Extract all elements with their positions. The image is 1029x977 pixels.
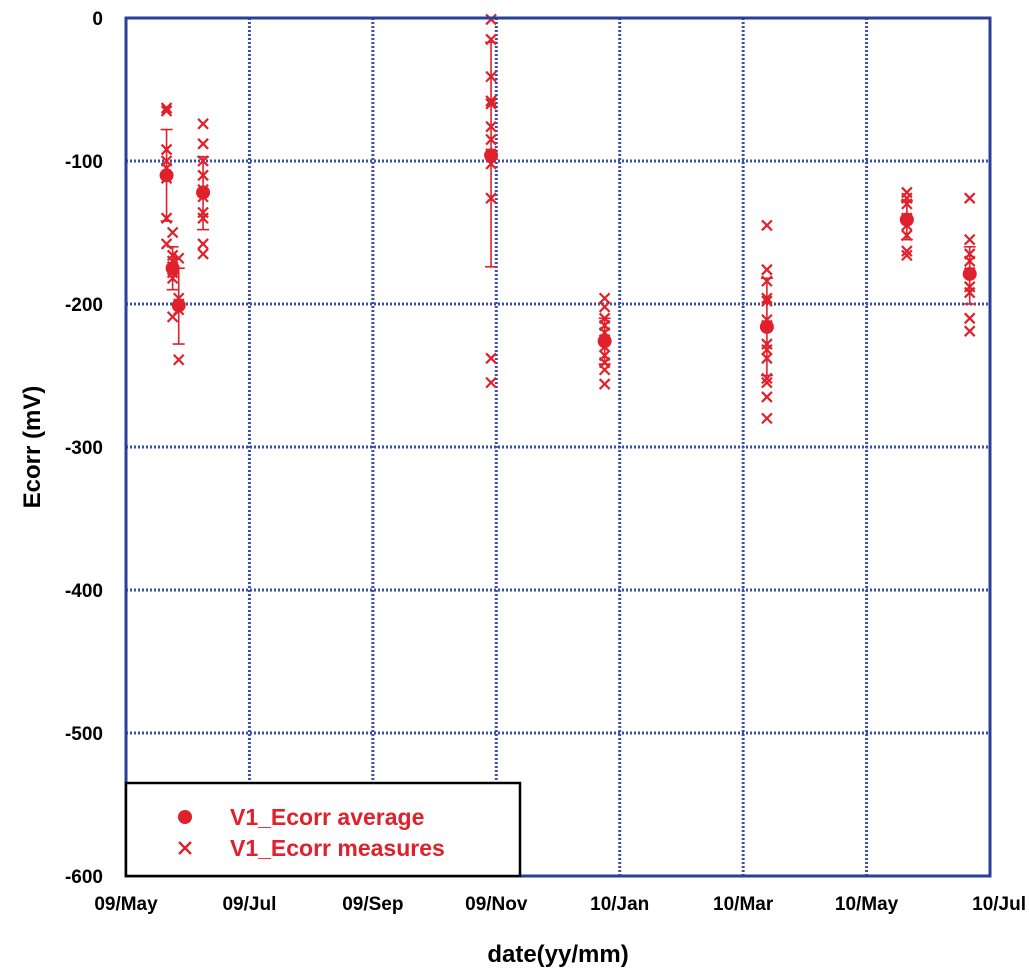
measure-point (761, 412, 773, 425)
measure-point (485, 376, 497, 389)
measure-point (197, 138, 209, 150)
y-tick-label: -600 (65, 867, 103, 888)
legend-measure-marker (178, 841, 192, 855)
average-point (597, 334, 612, 349)
measure-point (485, 95, 497, 107)
measure-point (761, 376, 773, 389)
measure-point (761, 263, 773, 276)
x-tick-label: 10/May (835, 894, 899, 915)
measure-point (761, 219, 773, 232)
average-points (159, 148, 977, 349)
legend: V1_Ecorr average V1_Ecorr measures (124, 781, 522, 878)
measure-point (160, 143, 173, 156)
measure-point (963, 255, 976, 267)
measure-point (485, 120, 497, 133)
measure-point (761, 275, 773, 287)
x-axis-title: date(yy/mm) (487, 941, 628, 968)
x-tick-label: 10/Jan (590, 894, 649, 915)
measure-point (901, 249, 913, 262)
y-axis-title: Ecorr (mV) (19, 386, 46, 509)
x-tick-label: 09/Jul (222, 894, 276, 915)
average-point (196, 185, 211, 200)
measure-point (197, 169, 209, 182)
measure-point (485, 33, 497, 46)
x-tick-labels: 09/May 09/Jul 09/Sep 09/Nov 10/Jan 10/Mar 10/M… (94, 894, 1026, 915)
measure-point (901, 198, 913, 210)
measure-point (172, 252, 185, 265)
measure-point (160, 102, 173, 114)
measure-point (197, 118, 209, 130)
legend-average-label: V1_Ecorr average (230, 804, 424, 830)
measure-point (598, 301, 611, 313)
measure-point (160, 238, 173, 250)
average-point (159, 168, 174, 183)
measure-point (901, 229, 913, 242)
measure-point (485, 352, 497, 365)
measure-point (963, 233, 976, 246)
measure-point (485, 192, 497, 204)
x-tick-label: 10/Jul (972, 894, 1026, 915)
legend-average-marker (178, 810, 192, 824)
measure-point (197, 248, 209, 260)
grid-lines (126, 18, 990, 876)
measure-point (598, 292, 611, 305)
plot-area-border (124, 16, 992, 878)
measure-point (197, 155, 209, 167)
measure-point (963, 286, 976, 299)
measure-point (761, 295, 773, 307)
average-point (759, 319, 774, 334)
measure-point (485, 133, 497, 146)
y-tick-label: -400 (65, 581, 103, 602)
x-tick-label: 09/Sep (342, 894, 403, 915)
y-tick-label: -200 (65, 295, 103, 316)
measure-point (963, 192, 976, 204)
measure-point (598, 378, 611, 390)
x-tick-label: 09/May (94, 894, 158, 915)
average-point (165, 261, 180, 276)
measure-point (901, 245, 913, 257)
y-tick-label: -500 (65, 724, 103, 745)
measure-point (160, 105, 173, 117)
measure-point (485, 70, 497, 83)
average-point (171, 298, 186, 313)
measure-point (166, 226, 179, 239)
legend-measure-label: V1_Ecorr measures (230, 835, 445, 861)
measure-point (963, 312, 976, 325)
measure-point (160, 212, 173, 224)
measure-point (761, 372, 773, 385)
measure-point (761, 292, 773, 305)
measure-point (963, 325, 976, 337)
average-point (899, 212, 914, 227)
measure-point (761, 352, 773, 365)
measure-point (761, 391, 773, 403)
y-tick-label: -100 (65, 152, 103, 173)
measure-point (197, 212, 209, 224)
measure-point (761, 343, 773, 356)
measure-point (172, 353, 185, 366)
measure-point (166, 272, 179, 285)
measure-point (598, 364, 611, 376)
average-point (484, 148, 499, 163)
x-tick-label: 09/Nov (465, 894, 528, 915)
x-tick-label: 10/Mar (713, 894, 774, 915)
y-tick-labels: 0 -100 -200 -300 -400 -500 -600 (65, 9, 103, 888)
y-tick-label: -300 (65, 438, 103, 459)
y-tick-label: 0 (92, 9, 103, 30)
legend-box (124, 781, 522, 878)
measure-point (485, 98, 497, 110)
average-point (962, 266, 977, 281)
measure-point (197, 238, 209, 250)
